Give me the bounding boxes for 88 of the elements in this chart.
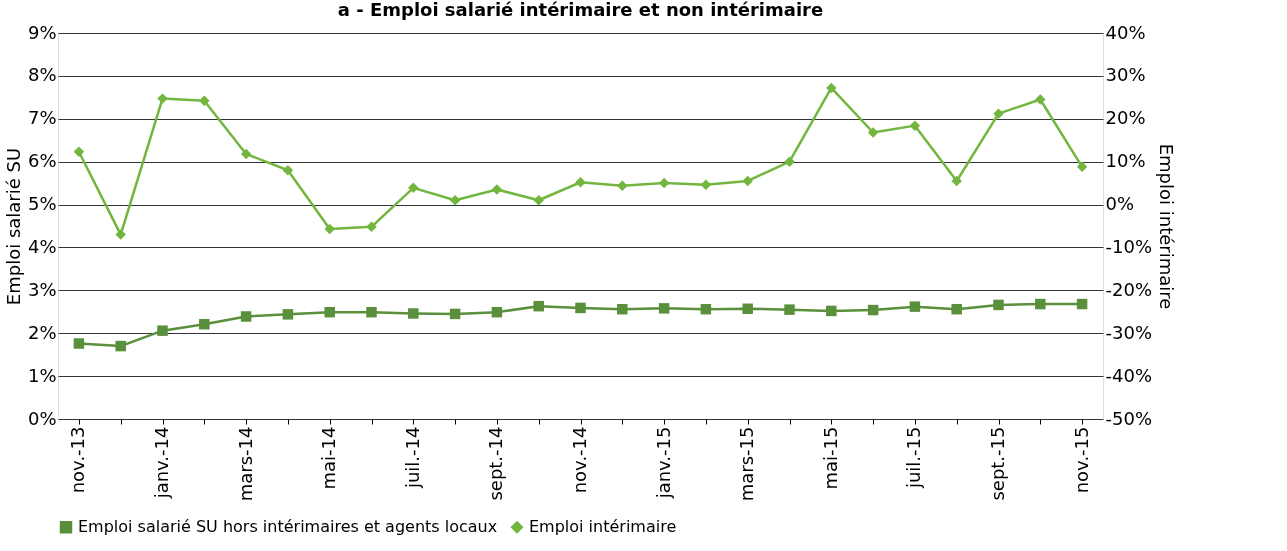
legend-label: Emploi salarié SU hors intérimaires et agents locaux	[78, 517, 498, 537]
y-tick-label: 7%	[27, 107, 57, 129]
x-tick-label: sept.-14	[485, 426, 507, 501]
point	[575, 302, 586, 314]
point	[282, 309, 294, 320]
x-tick-label: mai-15	[819, 426, 841, 490]
y-tick-label: 1%	[27, 364, 57, 386]
point	[533, 300, 544, 312]
point	[658, 303, 670, 314]
x-tick-label: juil.-15	[903, 426, 925, 490]
y2-tick-label: -20%	[1105, 278, 1153, 300]
y2-tick-label: 20%	[1105, 107, 1146, 129]
point	[1076, 161, 1088, 173]
point	[909, 120, 921, 131]
point	[366, 221, 377, 233]
point	[1035, 94, 1046, 105]
point	[993, 108, 1004, 119]
point	[993, 299, 1004, 311]
y2-tick-label: -40%	[1105, 364, 1153, 386]
y-tick-label: 3%	[27, 278, 57, 300]
point	[658, 177, 670, 189]
point	[491, 306, 503, 318]
point	[1076, 298, 1088, 310]
y2-tick-label: 30%	[1105, 64, 1146, 86]
point	[867, 304, 879, 316]
point	[700, 179, 712, 191]
point	[617, 180, 628, 191]
point	[199, 318, 210, 330]
y-axis-title: Emploi salarié SU	[2, 147, 24, 306]
x-tick-label: mai-14	[318, 426, 340, 490]
point	[282, 165, 294, 176]
point	[240, 311, 252, 322]
y2-tick-label: 10%	[1105, 150, 1146, 172]
y2-tick-label: 40%	[1105, 21, 1146, 43]
point	[115, 340, 126, 352]
point	[700, 303, 712, 315]
point	[366, 306, 377, 318]
point	[73, 338, 85, 349]
point	[742, 175, 753, 187]
point	[240, 148, 252, 160]
point	[199, 95, 210, 107]
x-tick-label: mars-14	[234, 426, 256, 502]
y-tick-label: 2%	[27, 321, 57, 343]
x-tick-label: nov.-13	[67, 426, 89, 494]
x-tick-label: janv.-14	[151, 426, 172, 500]
legend-label: Emploi intérimaire	[529, 517, 677, 537]
y2-tick-label: 0%	[1105, 193, 1135, 215]
y2-axis-title: Emploi intérimaire	[1156, 143, 1177, 310]
point	[784, 304, 795, 315]
point	[115, 229, 126, 240]
point	[617, 303, 628, 315]
y-tick-label: 0%	[27, 407, 57, 429]
point	[1035, 298, 1046, 310]
y-tick-label: 4%	[27, 235, 57, 257]
x-tick-label: janv.-15	[652, 426, 674, 500]
x-tick-label: mars-15	[736, 426, 758, 502]
point	[157, 325, 168, 336]
y2-tick-label: -10%	[1105, 235, 1153, 257]
point	[324, 223, 335, 235]
y-tick-label: 8%	[27, 64, 57, 86]
point	[73, 146, 85, 158]
x-tick-label: sept.-15	[987, 426, 1008, 501]
x-tick-label: juil.-14	[401, 426, 423, 490]
point	[826, 305, 837, 317]
point	[324, 306, 335, 318]
point	[491, 184, 503, 195]
x-tick-label: nov.-14	[569, 426, 590, 494]
point	[951, 303, 962, 315]
point	[575, 177, 586, 188]
y-tick-label: 5%	[27, 193, 57, 215]
y2-tick-label: -50%	[1105, 407, 1153, 429]
x-tick-label: nov.-15	[1070, 426, 1092, 494]
point	[784, 156, 795, 167]
point	[449, 195, 461, 206]
y-tick-label: 6%	[27, 150, 57, 172]
point	[909, 301, 921, 312]
point	[742, 303, 753, 315]
point	[157, 93, 168, 104]
y-tick-label: 9%	[27, 21, 57, 43]
point	[408, 182, 419, 194]
point	[867, 127, 879, 138]
point	[951, 175, 962, 187]
y2-tick-label: -30%	[1105, 321, 1153, 343]
point	[826, 82, 837, 94]
point	[408, 308, 419, 319]
chart-title: a - Emploi salarié intérimaire et non intérimaire	[337, 0, 824, 20]
point	[533, 195, 544, 206]
point	[449, 308, 461, 320]
